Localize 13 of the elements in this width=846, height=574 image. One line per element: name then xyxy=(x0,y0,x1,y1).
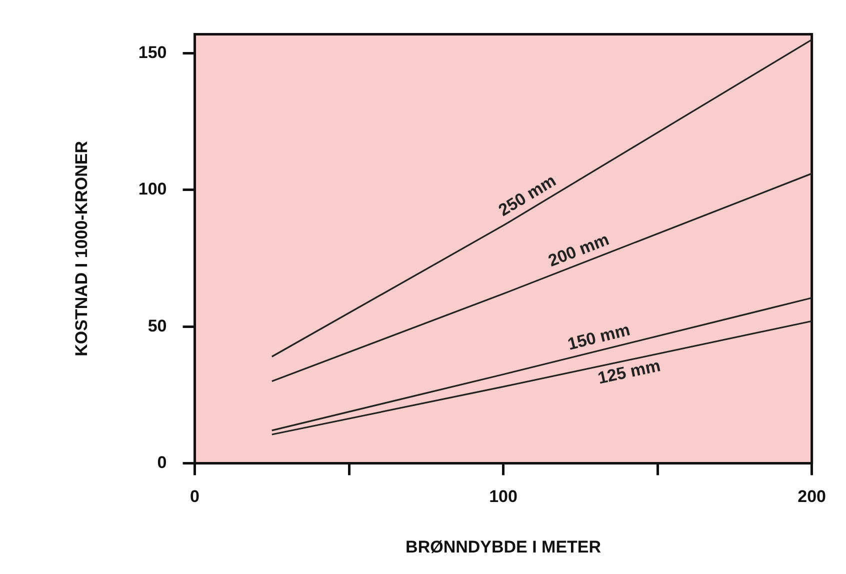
text: 250 mm xyxy=(495,171,560,220)
x-tick-label: 0 xyxy=(190,487,200,506)
x-tick-label: 200 xyxy=(798,487,826,506)
text: 150 mm xyxy=(566,320,632,354)
y-tick-label: 0 xyxy=(157,452,167,472)
x-axis-title: BRØNNDYBDE I METER xyxy=(406,537,602,556)
y-tick-label: 100 xyxy=(138,180,167,199)
x-tick-label: 100 xyxy=(489,487,518,506)
text: 125 mm xyxy=(596,356,662,388)
y-tick-label: 50 xyxy=(148,316,167,336)
text: 200 mm xyxy=(546,230,612,270)
y-tick-label: 150 xyxy=(138,43,167,62)
y-axis-title: KOSTNAD I 1000-KRONER xyxy=(72,141,91,356)
